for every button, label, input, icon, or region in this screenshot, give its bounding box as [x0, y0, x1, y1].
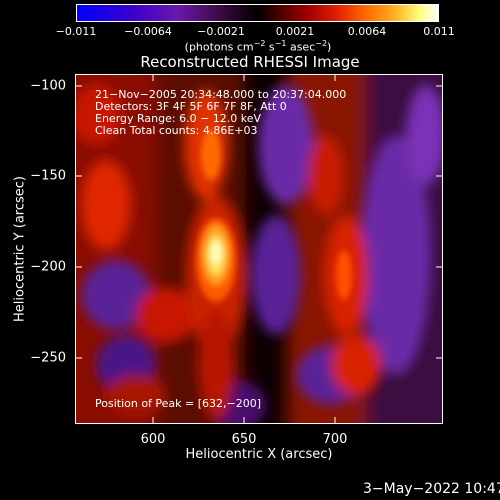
- x-tick: 600: [140, 432, 166, 447]
- plot-title: Reconstructed RHESSI Image: [140, 53, 360, 71]
- colorbar-units: (photons cm−2 s−1 asec−2): [184, 39, 332, 54]
- colorbar-tick: 0.0021: [275, 25, 315, 38]
- rhessi-image: [75, 74, 443, 424]
- y-tick: −250: [30, 350, 66, 366]
- x-tick: 700: [322, 432, 348, 447]
- info-peak: Position of Peak = [632,−200]: [95, 397, 262, 410]
- y-tick: −100: [30, 78, 66, 94]
- x-axis-label: Heliocentric X (arcsec): [185, 447, 333, 462]
- timestamp: 3−May−2022 10:47: [363, 481, 500, 497]
- colorbar-tick: −0.0064: [124, 25, 172, 38]
- info-clean: Clean Total counts: 4.86E+03: [95, 124, 258, 137]
- info-time: 21−Nov−2005 20:34:48.000 to 20:37:04.000: [95, 88, 347, 101]
- info-energy: Energy Range: 6.0 − 12.0 keV: [95, 112, 262, 125]
- colorbar-tick: 0.0064: [347, 25, 387, 38]
- colorbar-tick: −0.0021: [197, 25, 245, 38]
- colorbar-tick: −0.011: [55, 25, 97, 38]
- colorbar-tick: 0.011: [423, 25, 455, 38]
- y-tick: −150: [30, 168, 66, 184]
- info-detectors: Detectors: 3F 4F 5F 6F 7F 8F, Att 0: [95, 100, 287, 113]
- colorbar: [76, 4, 439, 22]
- y-tick: −200: [30, 259, 66, 275]
- rhessi-image-map: [76, 75, 442, 423]
- y-axis-label: Heliocentric Y (arcsec): [12, 176, 28, 322]
- x-tick: 650: [231, 432, 257, 447]
